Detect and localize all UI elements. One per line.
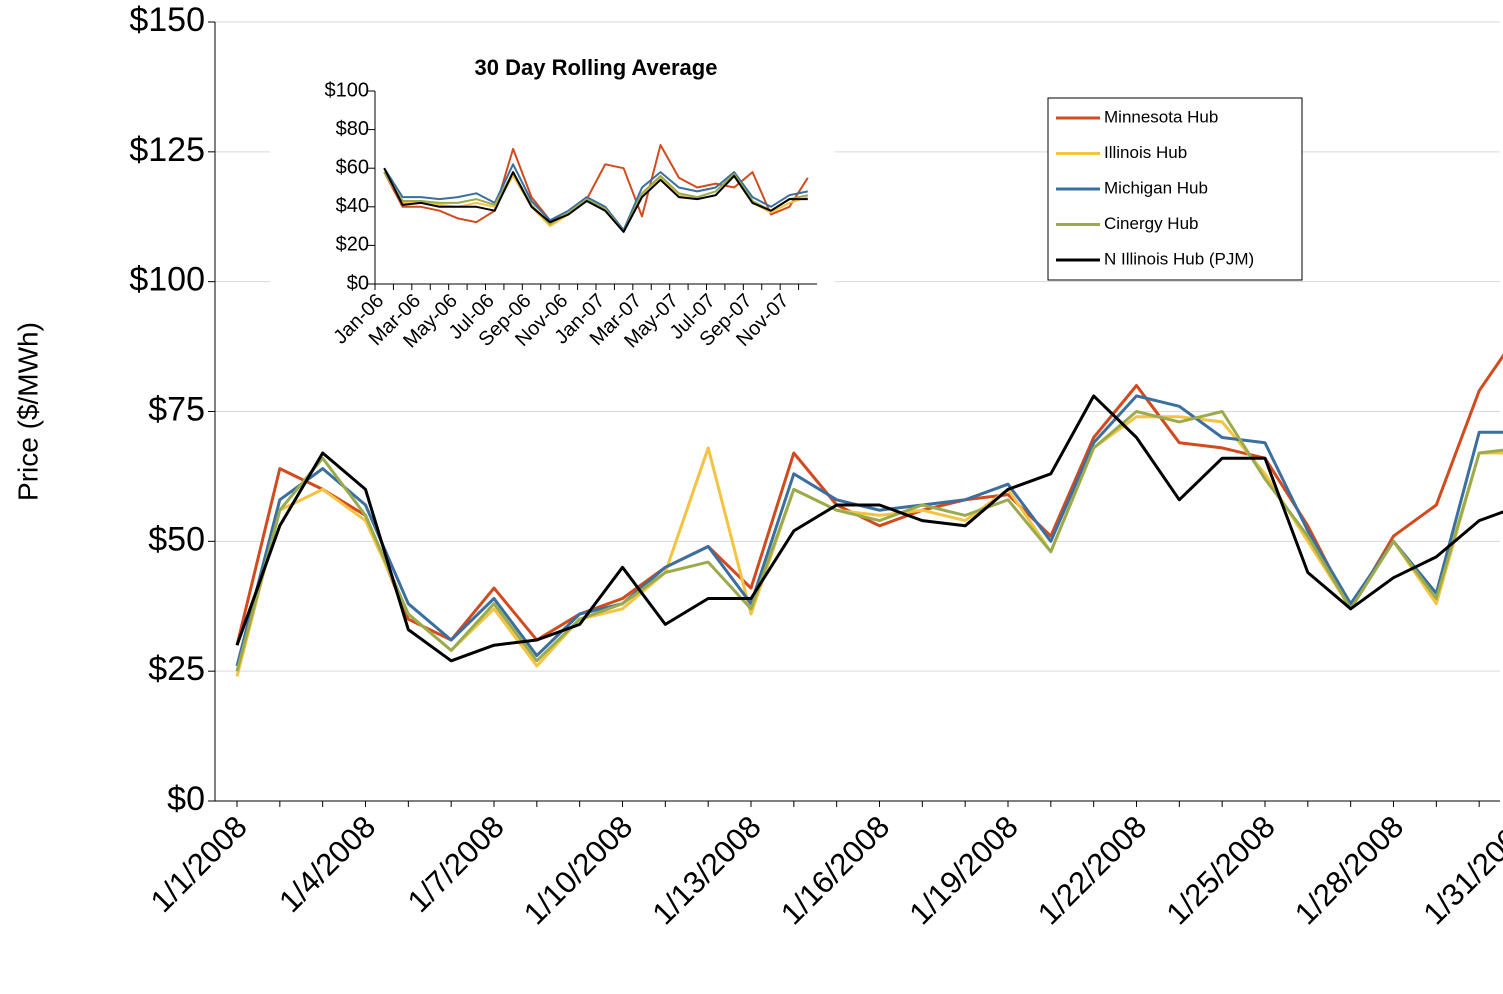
y-tick-label: $20: [336, 234, 369, 256]
legend-label: N Illinois Hub (PJM): [1104, 249, 1254, 268]
y-tick-label: $75: [148, 390, 205, 428]
x-tick-label: 1/10/2008: [517, 809, 639, 931]
series-line: [383, 167, 808, 233]
y-tick-label: $0: [347, 272, 369, 294]
y-tick-label: $100: [325, 79, 370, 101]
x-tick-label: 1/7/2008: [401, 809, 511, 919]
y-tick-label: $50: [148, 520, 205, 558]
series-line: [235, 394, 1503, 667]
y-tick-label: $60: [336, 156, 369, 178]
y-tick-label: $80: [336, 118, 369, 140]
series-line: [383, 163, 809, 231]
x-tick-label: 1/19/2008: [902, 809, 1024, 931]
y-tick-label: $100: [129, 261, 205, 299]
y-tick-label: $0: [167, 780, 205, 818]
x-tick-label: 1/16/2008: [774, 809, 896, 931]
series-line: [383, 144, 809, 224]
y-tick-label: $25: [148, 650, 205, 688]
legend-label: Cinergy Hub: [1104, 214, 1199, 233]
x-tick-label: 1/31/2008: [1416, 809, 1503, 931]
x-tick-label: 1/13/2008: [645, 809, 767, 931]
series-line: [235, 394, 1503, 663]
series-line: [383, 171, 809, 233]
y-tick-label: $40: [336, 195, 369, 217]
x-tick-label: 1/25/2008: [1159, 809, 1281, 931]
legend-label: Illinois Hub: [1104, 143, 1187, 162]
x-tick-label: 1/28/2008: [1288, 809, 1410, 931]
series-line: [235, 410, 1503, 672]
y-tick-label: $150: [129, 1, 205, 39]
x-tick-label: 1/1/2008: [144, 809, 254, 919]
x-tick-label: 1/22/2008: [1031, 809, 1153, 931]
legend-label: Michigan Hub: [1104, 178, 1208, 197]
y-tick-label: $125: [129, 131, 205, 169]
legend-label: Minnesota Hub: [1104, 107, 1218, 126]
y-axis-label: Price ($/MWh): [12, 322, 43, 501]
chart-title: 30 Day Rolling Average: [475, 55, 718, 80]
x-tick-label: 1/4/2008: [272, 809, 382, 919]
